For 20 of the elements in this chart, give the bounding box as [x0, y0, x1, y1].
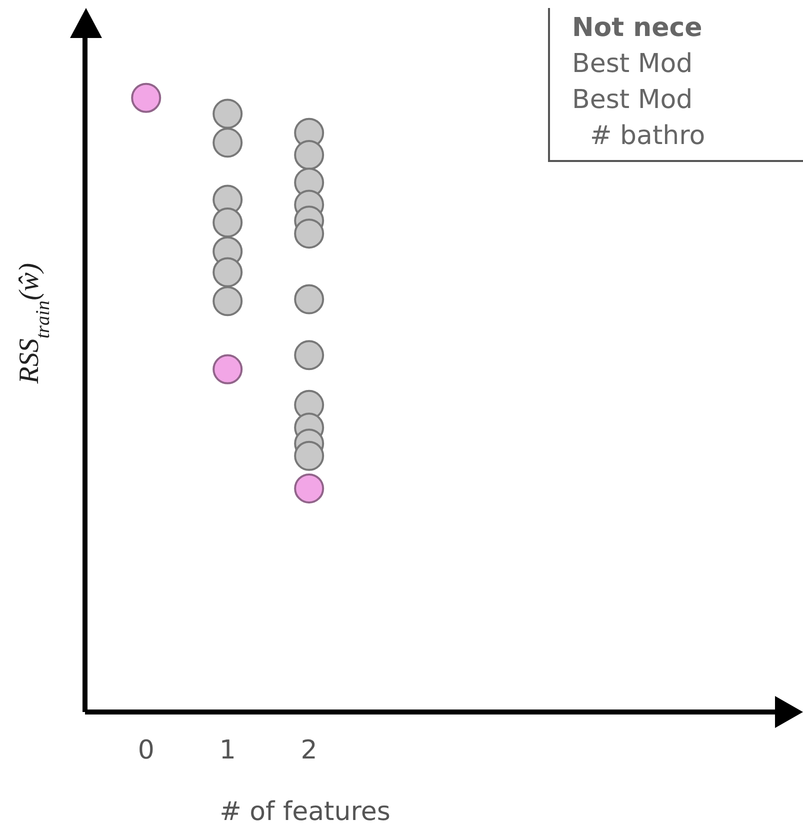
point: [212, 286, 243, 316]
x-tick-label: 0: [138, 735, 154, 766]
text-box: Not nece Best Mod Best Mod # bathro: [548, 8, 803, 162]
annotation: # bathro: [589, 120, 706, 153]
point: [212, 354, 243, 384]
point: [212, 257, 243, 288]
x-axis-title: # of features: [220, 797, 390, 827]
point: [212, 98, 243, 129]
x-tick-label: 2: [300, 735, 318, 766]
point: [294, 440, 324, 471]
point: [294, 284, 324, 314]
point: [294, 140, 324, 170]
point: [212, 208, 243, 238]
annotation: Best Mod: [572, 84, 694, 117]
point: [294, 218, 324, 249]
point: [294, 340, 324, 370]
point: [131, 82, 162, 113]
x-tick-label: 1: [219, 735, 236, 766]
point: [294, 473, 324, 504]
point: [212, 128, 243, 158]
